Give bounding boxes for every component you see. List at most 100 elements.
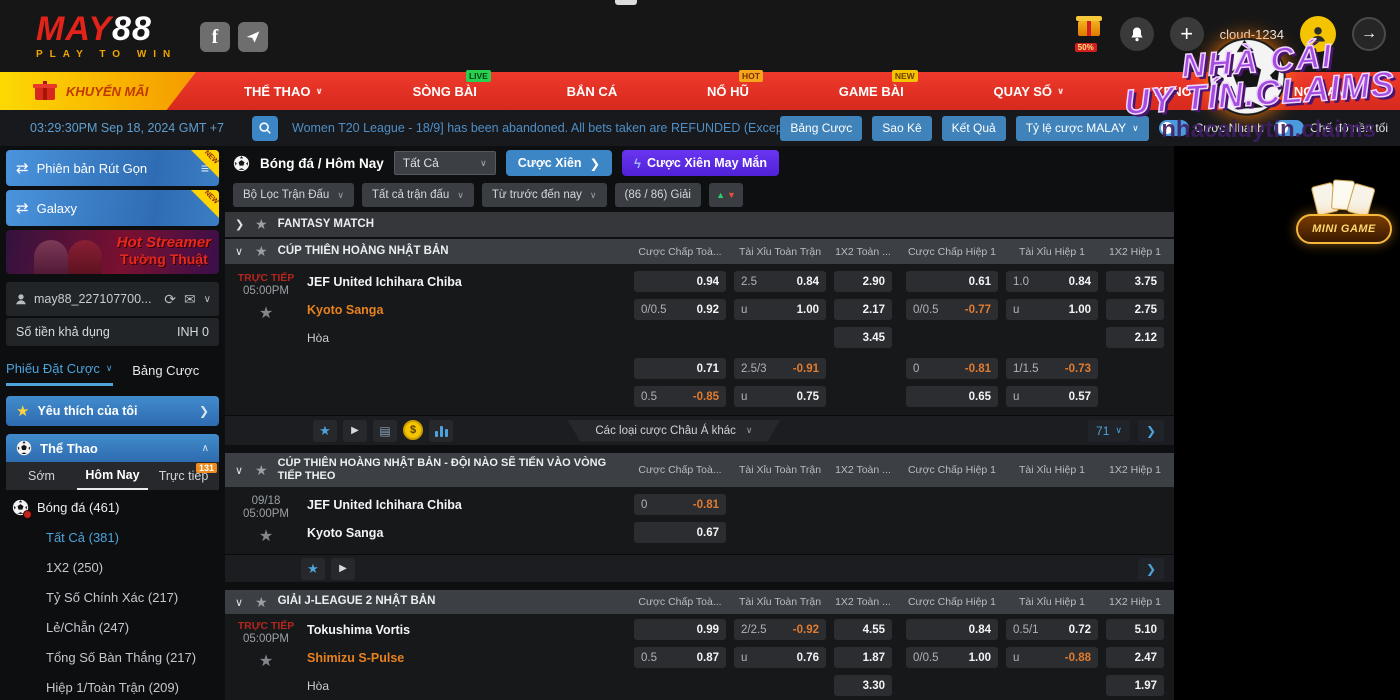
odds-cell[interactable]: 2.5 0.84 — [734, 271, 826, 292]
odds-cell[interactable]: 1.97 — [1106, 675, 1164, 696]
tab-bet-list[interactable]: Bảng Cược — [113, 354, 220, 386]
away-team[interactable]: Kyoto Sanga — [307, 302, 384, 317]
odds-cell[interactable]: 1.87 — [834, 647, 892, 668]
nav-item-games[interactable]: NG GAME — [1294, 84, 1356, 99]
tab-bet-slip[interactable]: Phiếu Đặt Cược ∨ — [6, 354, 113, 386]
odds-cell[interactable]: u 0.76 — [734, 647, 826, 668]
nav-item-fishing[interactable]: BẮN CÁ — [567, 84, 618, 99]
cashout-coin-icon[interactable]: $ — [403, 419, 423, 440]
filter-timerange-dropdown[interactable]: Từ trước đến nay ∨ — [481, 183, 607, 207]
odds-cell[interactable]: 2.47 — [1106, 647, 1164, 668]
star-icon[interactable]: ★ — [255, 593, 268, 610]
dark-mode-toggle[interactable] — [1273, 120, 1304, 136]
favorite-button[interactable]: ★ — [313, 419, 337, 442]
odds-cell[interactable]: 2/2.5 -0.92 — [734, 619, 826, 640]
add-icon[interactable]: + — [1169, 17, 1204, 51]
odds-cell[interactable]: 0.99 — [634, 619, 726, 640]
tab-live[interactable]: Trực tiếp 131 — [148, 462, 219, 490]
section-header-cup-thien-hoang[interactable]: ∨ ★ CÚP THIÊN HOÀNG NHẬT BẢN Cược Chấp T… — [225, 239, 1174, 264]
odds-cell[interactable]: 0/0.5 1.00 — [906, 647, 998, 668]
nav-item-sports[interactable]: THỂ THAO ∨ — [244, 84, 323, 99]
next-page-button[interactable]: ❯ — [1138, 419, 1164, 442]
league-filter-select[interactable]: Tất Cả ∨ — [393, 151, 496, 175]
odds-cell[interactable]: u 0.57 — [1006, 386, 1098, 407]
avatar[interactable] — [1300, 16, 1336, 52]
odds-cell[interactable]: 2.12 — [1106, 327, 1164, 348]
home-team[interactable]: Tokushima Vortis — [307, 622, 411, 637]
star-icon[interactable]: ★ — [255, 461, 268, 478]
nav-item-casino[interactable]: SÒNG BÀI LIVE — [413, 69, 491, 99]
odds-cell[interactable]: 3.30 — [834, 675, 892, 696]
stats-button[interactable] — [429, 419, 453, 442]
mini-game-widget[interactable]: MINI GAME — [1296, 179, 1392, 264]
favorite-star-icon[interactable]: ★ — [258, 305, 274, 322]
odds-cell[interactable]: 3.45 — [834, 327, 892, 348]
sport-football[interactable]: Bóng đá (461) — [6, 492, 219, 522]
filter-match-dropdown[interactable]: Bộ Lọc Trận Đấu ∨ — [233, 183, 354, 207]
odds-cell[interactable]: 0.67 — [634, 522, 726, 543]
markets-list-button[interactable]: ▤ — [373, 419, 397, 442]
hot-streamer-banner[interactable]: Hot Streamer Tường Thuật — [6, 230, 219, 274]
away-team[interactable]: Shimizu S-Pulse — [307, 650, 405, 665]
favorite-star-icon[interactable]: ★ — [258, 653, 274, 670]
lucky-parlay-button[interactable]: ϟ Cược Xiên May Mắn — [622, 150, 779, 176]
home-team[interactable]: JEF United Ichihara Chiba — [307, 274, 462, 289]
market-item[interactable]: Lẻ/Chẵn (247) — [46, 619, 130, 635]
chevron-down-icon[interactable]: ∨ — [203, 293, 211, 305]
odds-cell[interactable]: u 1.00 — [1006, 299, 1098, 320]
odds-cell[interactable]: 1.0 0.84 — [1006, 271, 1098, 292]
telegram-icon[interactable] — [238, 22, 268, 52]
mail-icon[interactable]: ✉ — [183, 290, 196, 307]
market-item[interactable]: Tỷ Số Chính Xác (217) — [46, 589, 179, 605]
tab-early[interactable]: Sớm — [6, 462, 77, 490]
section-header-j-league-2[interactable]: ∨ ★ GIẢI J-LEAGUE 2 NHẬT BẢN Cược Chấp T… — [225, 590, 1174, 614]
market-item[interactable]: Tất Cả (381) — [46, 529, 119, 545]
section-header-next-round[interactable]: ∨ ★ CÚP THIÊN HOÀNG NHẬT BẢN - ĐỘI NÀO S… — [225, 453, 1174, 487]
odds-cell[interactable]: 0.65 — [906, 386, 998, 407]
odds-cell[interactable]: 4.55 — [834, 619, 892, 640]
nav-item-numbers[interactable]: QUAY SỐ ∨ — [994, 84, 1065, 99]
banner-lite-version[interactable]: ⇄ Phiên bản Rút Gọn ≡ NEW — [6, 150, 219, 186]
odds-cell[interactable]: u -0.88 — [1006, 647, 1098, 668]
results-button[interactable]: Kết Quả — [941, 115, 1006, 141]
bet-list-button[interactable]: Bảng Cược — [780, 115, 863, 141]
sort-button[interactable]: ▲ ▼ — [709, 183, 743, 207]
home-team[interactable]: JEF United Ichihara Chiba — [307, 497, 462, 512]
facebook-icon[interactable]: f — [200, 22, 230, 52]
odds-cell[interactable]: 0 -0.81 — [634, 494, 726, 515]
logout-icon[interactable]: → — [1352, 17, 1386, 51]
next-page-button[interactable]: ❯ — [1138, 557, 1164, 580]
account-row[interactable]: may88_227107700... ⟳ ✉ ∨ — [6, 282, 219, 316]
notifications-bell-icon[interactable] — [1119, 17, 1154, 51]
filter-all-matches-dropdown[interactable]: Tất cả trận đấu ∨ — [361, 183, 474, 207]
favorite-button[interactable]: ★ — [301, 557, 325, 580]
search-button[interactable] — [252, 115, 278, 141]
favorite-star-icon[interactable]: ★ — [258, 528, 274, 545]
odds-cell[interactable]: 0.71 — [634, 358, 726, 379]
favorites-button[interactable]: ★ Yêu thích của tôi ❯ — [6, 396, 219, 426]
nav-item-keno[interactable]: KENO ∨ — [1154, 84, 1204, 99]
section-fantasy-match[interactable]: ❯ ★ FANTASY MATCH — [225, 212, 1174, 237]
filter-league-count[interactable]: (86 / 86) Giải — [614, 183, 701, 207]
odds-cell[interactable]: 0.84 — [906, 619, 998, 640]
odds-cell[interactable]: 0.5 -0.85 — [634, 386, 726, 407]
star-icon[interactable]: ★ — [255, 216, 268, 232]
statement-button[interactable]: Sao Kê — [872, 115, 932, 141]
tab-today[interactable]: Hôm Nay — [77, 462, 148, 490]
odds-cell[interactable]: 2.17 — [834, 299, 892, 320]
promo-gift-icon[interactable]: 50% — [1074, 16, 1104, 52]
odds-cell[interactable]: 0/0.5 -0.77 — [906, 299, 998, 320]
odds-cell[interactable]: 0 -0.81 — [906, 358, 998, 379]
stream-button[interactable]: ▶ — [331, 557, 355, 580]
odds-cell[interactable]: 0/0.5 0.92 — [634, 299, 726, 320]
odds-cell[interactable]: 2.75 — [1106, 299, 1164, 320]
stream-button[interactable]: ▶ — [343, 419, 367, 442]
odds-cell[interactable]: 0.5 0.87 — [634, 647, 726, 668]
more-asian-bets-dropdown[interactable]: Các loại cược Châu Á khác ∨ — [567, 419, 781, 442]
odds-cell[interactable]: 3.75 — [1106, 271, 1164, 292]
market-item[interactable]: Hiệp 1/Toàn Trận (209) — [46, 679, 179, 695]
odds-cell[interactable]: 0.61 — [906, 271, 998, 292]
market-count-dropdown[interactable]: 71 ∨ — [1088, 419, 1130, 442]
odds-cell[interactable]: u 1.00 — [734, 299, 826, 320]
site-logo[interactable]: MAY88 PLAY TO WIN — [36, 12, 177, 60]
